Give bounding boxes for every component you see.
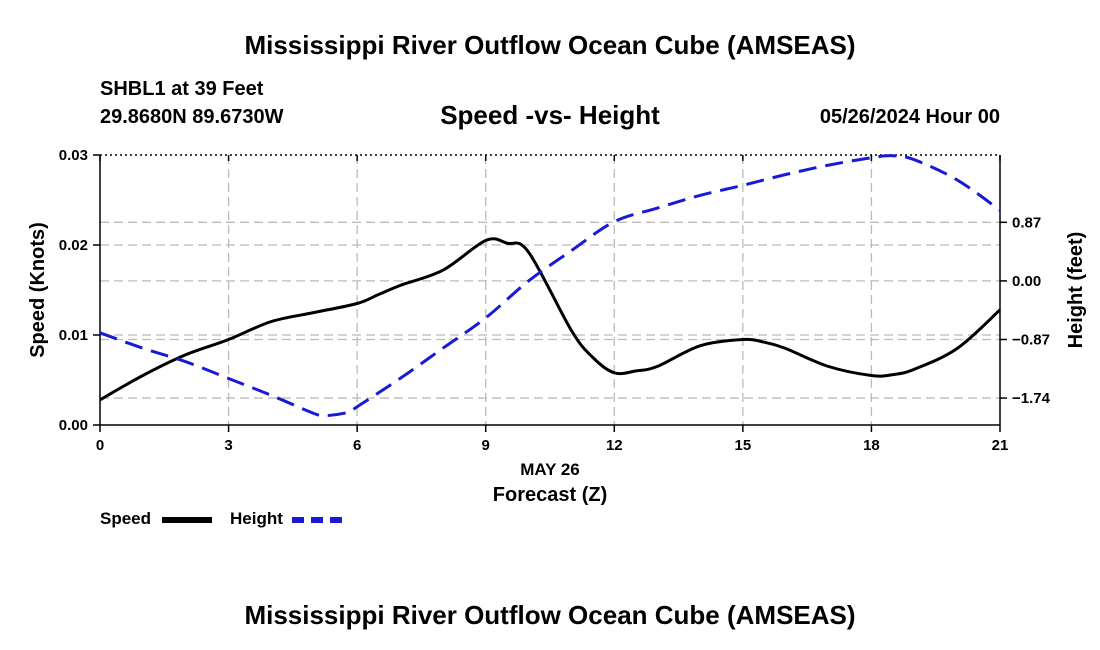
x-axis-date-label: MAY 26 (520, 460, 580, 479)
x-tick-label: 15 (735, 437, 752, 454)
legend-speed-swatch (162, 517, 212, 523)
chart-title-bottom: Mississippi River Outflow Ocean Cube (AM… (244, 600, 856, 630)
y-left-tick-label: 0.00 (59, 417, 88, 434)
x-tick-label: 6 (353, 437, 361, 454)
station-label: SHBL1 at 39 Feet (100, 78, 264, 100)
y-axis-right-title: Height (feet) (1065, 232, 1087, 349)
y-left-tick-label: 0.03 (59, 147, 88, 164)
chart-title: Mississippi River Outflow Ocean Cube (AM… (244, 30, 856, 60)
x-tick-label: 21 (992, 437, 1009, 454)
chart-subtitle: Speed -vs- Height (440, 100, 660, 130)
y-right-tick-label: 0.00 (1012, 273, 1041, 290)
height-series-line (99, 154, 1001, 418)
x-tick-label: 12 (606, 437, 623, 454)
legend-height-swatch (292, 517, 342, 523)
x-tick-label: 9 (482, 437, 490, 454)
x-tick-label: 3 (224, 437, 232, 454)
datetime-label: 05/26/2024 Hour 00 (819, 106, 1000, 128)
legend-height-label: Height (230, 509, 283, 528)
x-tick-label: 18 (863, 437, 880, 454)
y-right-tick-label: −1.74 (1012, 390, 1051, 407)
legend-speed-label: Speed (100, 509, 152, 528)
y-left-tick-label: 0.02 (59, 237, 88, 254)
y-right-tick-label: −0.87 (1012, 331, 1050, 348)
y-right-tick-label: 0.87 (1012, 214, 1041, 231)
speed-series-line (99, 237, 1002, 402)
coordinates-label: 29.8680N 89.6730W (100, 106, 284, 128)
y-left-tick-label: 0.01 (59, 327, 88, 344)
y-axis-left-title: Speed (Knots) (27, 222, 49, 358)
x-axis-title: Forecast (Z) (493, 484, 607, 506)
x-tick-label: 0 (96, 437, 104, 454)
